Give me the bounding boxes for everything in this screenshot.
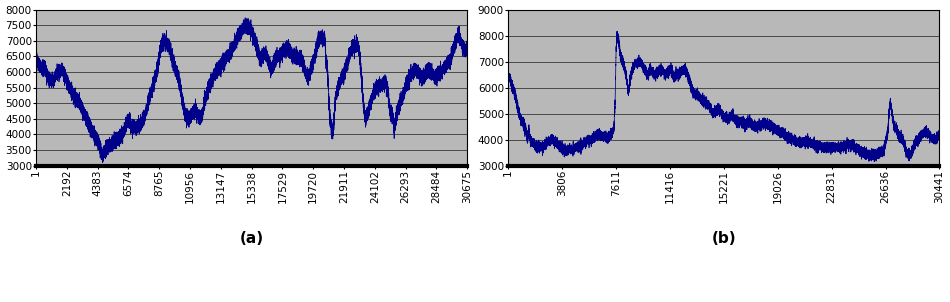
Text: (b): (b) — [712, 231, 736, 246]
Text: (a): (a) — [239, 231, 264, 246]
